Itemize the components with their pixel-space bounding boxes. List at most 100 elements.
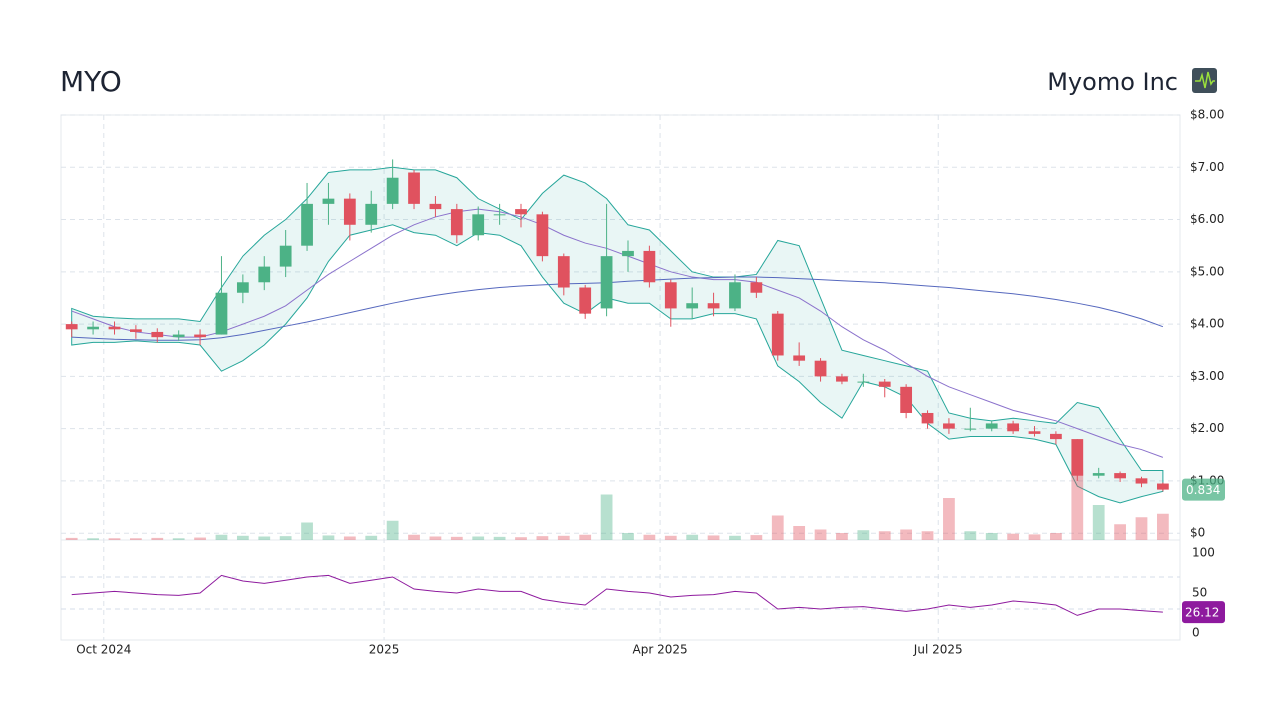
volume-bar: [600, 494, 613, 540]
volume-bar: [750, 535, 763, 540]
candle-body: [1092, 473, 1105, 476]
candle-body: [386, 177, 399, 204]
volume-bar: [322, 535, 335, 540]
rsi-line: [71, 574, 1163, 616]
bollinger-area: [71, 166, 1164, 504]
plot-frame: [60, 114, 1181, 641]
candle-body: [365, 203, 378, 225]
last-rsi-label: 26.12: [1185, 606, 1219, 620]
ma-50-line: [71, 208, 1164, 458]
y-tick-label: $8.00: [1190, 108, 1224, 122]
volume-bar: [964, 531, 977, 540]
candle-body: [921, 412, 934, 424]
volume-bar: [857, 530, 870, 540]
rsi-tick-label: 0: [1192, 626, 1200, 640]
y-tick-label: $0: [1190, 526, 1205, 540]
volume-bar: [643, 534, 656, 540]
y-tick-label: $7.00: [1190, 160, 1224, 174]
volume-bar: [943, 498, 955, 540]
candle-body: [1050, 433, 1062, 440]
ticker: MYO: [60, 65, 122, 98]
volume-bar: [1135, 517, 1148, 540]
volume-bar: [493, 536, 506, 540]
volume-bar: [408, 534, 420, 540]
candle-body: [472, 214, 485, 236]
volume-bar: [301, 522, 313, 540]
volume-bar: [1007, 533, 1019, 540]
last-price-label: 0.834: [1186, 483, 1220, 497]
volume-bar: [1114, 524, 1126, 540]
rsi-tick-label: 50: [1192, 586, 1207, 600]
candle-body: [1028, 431, 1041, 434]
candle-body: [793, 355, 806, 361]
volume-bar: [707, 535, 720, 540]
volume-bar: [1092, 505, 1105, 540]
candle-body: [87, 326, 99, 330]
rsi-tick-label: 100: [1192, 546, 1215, 560]
candle-body: [579, 287, 592, 314]
volume-bar: [279, 536, 292, 540]
volume-bar: [87, 538, 99, 540]
candle-body: [900, 386, 913, 413]
volume-bar: [194, 537, 206, 540]
volume-bar: [1050, 533, 1062, 540]
candle-body: [857, 381, 870, 383]
volume-bar: [172, 538, 185, 540]
volume-bar: [151, 537, 164, 540]
candle-body: [343, 198, 356, 225]
candle-body: [65, 324, 78, 330]
volume-bar: [429, 536, 442, 540]
candle-body: [1114, 473, 1126, 479]
volume-bar: [1156, 513, 1169, 540]
volume-bar: [536, 536, 549, 540]
volume-bar: [472, 536, 485, 540]
candle-body: [279, 245, 292, 267]
candle-body: [1007, 423, 1019, 432]
candle-body: [450, 209, 463, 236]
y-tick-label: $3.00: [1190, 369, 1224, 383]
volume-bar: [258, 536, 271, 540]
volume-bar: [664, 535, 677, 540]
volume-bar: [900, 529, 913, 540]
volume-bar: [515, 537, 527, 540]
last-price-badge: [1182, 478, 1225, 501]
candle-body: [643, 250, 656, 283]
candle-body: [600, 256, 613, 309]
volume-bar: [793, 526, 806, 540]
volume-bar: [130, 538, 142, 540]
volume-bar: [1071, 470, 1084, 540]
volume-bar: [365, 535, 378, 540]
volume-bar: [814, 529, 827, 540]
volume-bar: [1028, 534, 1041, 540]
volume-bar: [771, 515, 784, 540]
candle-body: [258, 266, 271, 283]
candle-body: [194, 334, 206, 338]
x-tick-label: Oct 2024: [76, 643, 131, 657]
candle-body: [236, 282, 249, 293]
candle-body: [301, 203, 313, 246]
pulse-icon: [1192, 68, 1217, 93]
volume-bar: [878, 531, 891, 540]
volume-bar: [579, 534, 592, 540]
candle-body: [878, 381, 891, 387]
candle-body: [557, 256, 570, 288]
y-tick-label: $2.00: [1190, 421, 1224, 435]
candle-body: [215, 292, 228, 335]
candle-body: [707, 303, 720, 309]
volume-bar: [215, 534, 228, 540]
volume-bar: [343, 536, 356, 540]
last-rsi-badge: [1182, 601, 1225, 624]
volume-bar: [836, 533, 848, 540]
candle-body: [964, 428, 977, 430]
candle-body: [515, 209, 527, 215]
y-tick-label: $6.00: [1190, 212, 1224, 226]
candle-body: [729, 282, 741, 309]
candle-body: [151, 331, 164, 338]
volume-bar: [557, 535, 570, 540]
volume-bar: [450, 536, 463, 540]
volume-bar: [386, 520, 399, 540]
candle-body: [664, 282, 677, 309]
candle-body: [172, 334, 185, 338]
